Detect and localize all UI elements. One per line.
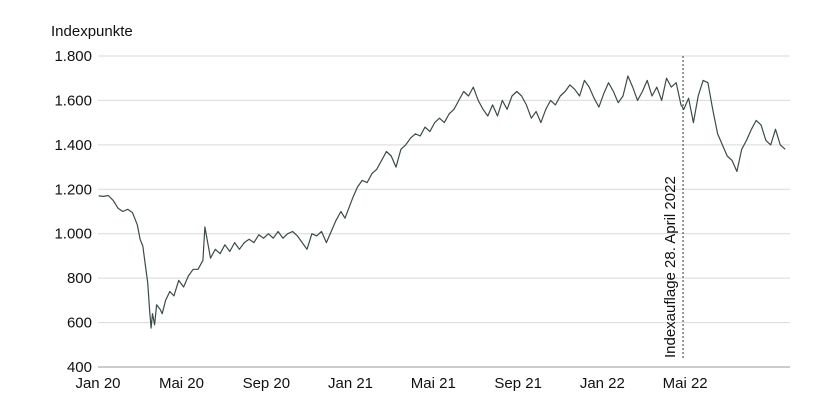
x-tick-label: Mai 20: [159, 375, 204, 392]
x-tick-label: Sep 20: [243, 375, 291, 392]
series-layer: [98, 75, 786, 329]
gridlines: [98, 55, 790, 368]
y-tick-labels: 400 600 800 1.000 1.200 1.400 1.600 1.800: [54, 48, 92, 376]
x-tick-labels: Jan 20 Mai 20 Sep 20 Jan 21 Mai 21 Sep 21 Jan …: [75, 375, 707, 392]
x-tick-label: Mai 21: [411, 375, 456, 392]
x-tick-label: Mai 22: [663, 375, 708, 392]
y-tick-label: 400: [67, 359, 92, 376]
y-tick-label: 800: [67, 270, 92, 287]
annotation-label: Indexauflage 28. April 2022: [662, 176, 679, 358]
y-tick-label: 1.200: [54, 181, 92, 198]
annotation-layer: Indexauflage 28. April 2022: [662, 56, 684, 360]
x-tick-label: Jan 20: [75, 375, 120, 392]
x-tick-label: Jan 21: [328, 375, 373, 392]
y-tick-label: 1.000: [54, 226, 92, 243]
x-tick-label: Jan 22: [580, 375, 625, 392]
y-tick-label: 1.400: [54, 137, 92, 154]
x-tick-label: Sep 21: [494, 375, 542, 392]
y-tick-label: 1.800: [54, 48, 92, 65]
y-tick-label: 600: [67, 315, 92, 332]
series-line: [98, 75, 786, 329]
y-axis-title: Indexpunkte: [51, 23, 133, 40]
y-tick-label: 1.600: [54, 92, 92, 109]
